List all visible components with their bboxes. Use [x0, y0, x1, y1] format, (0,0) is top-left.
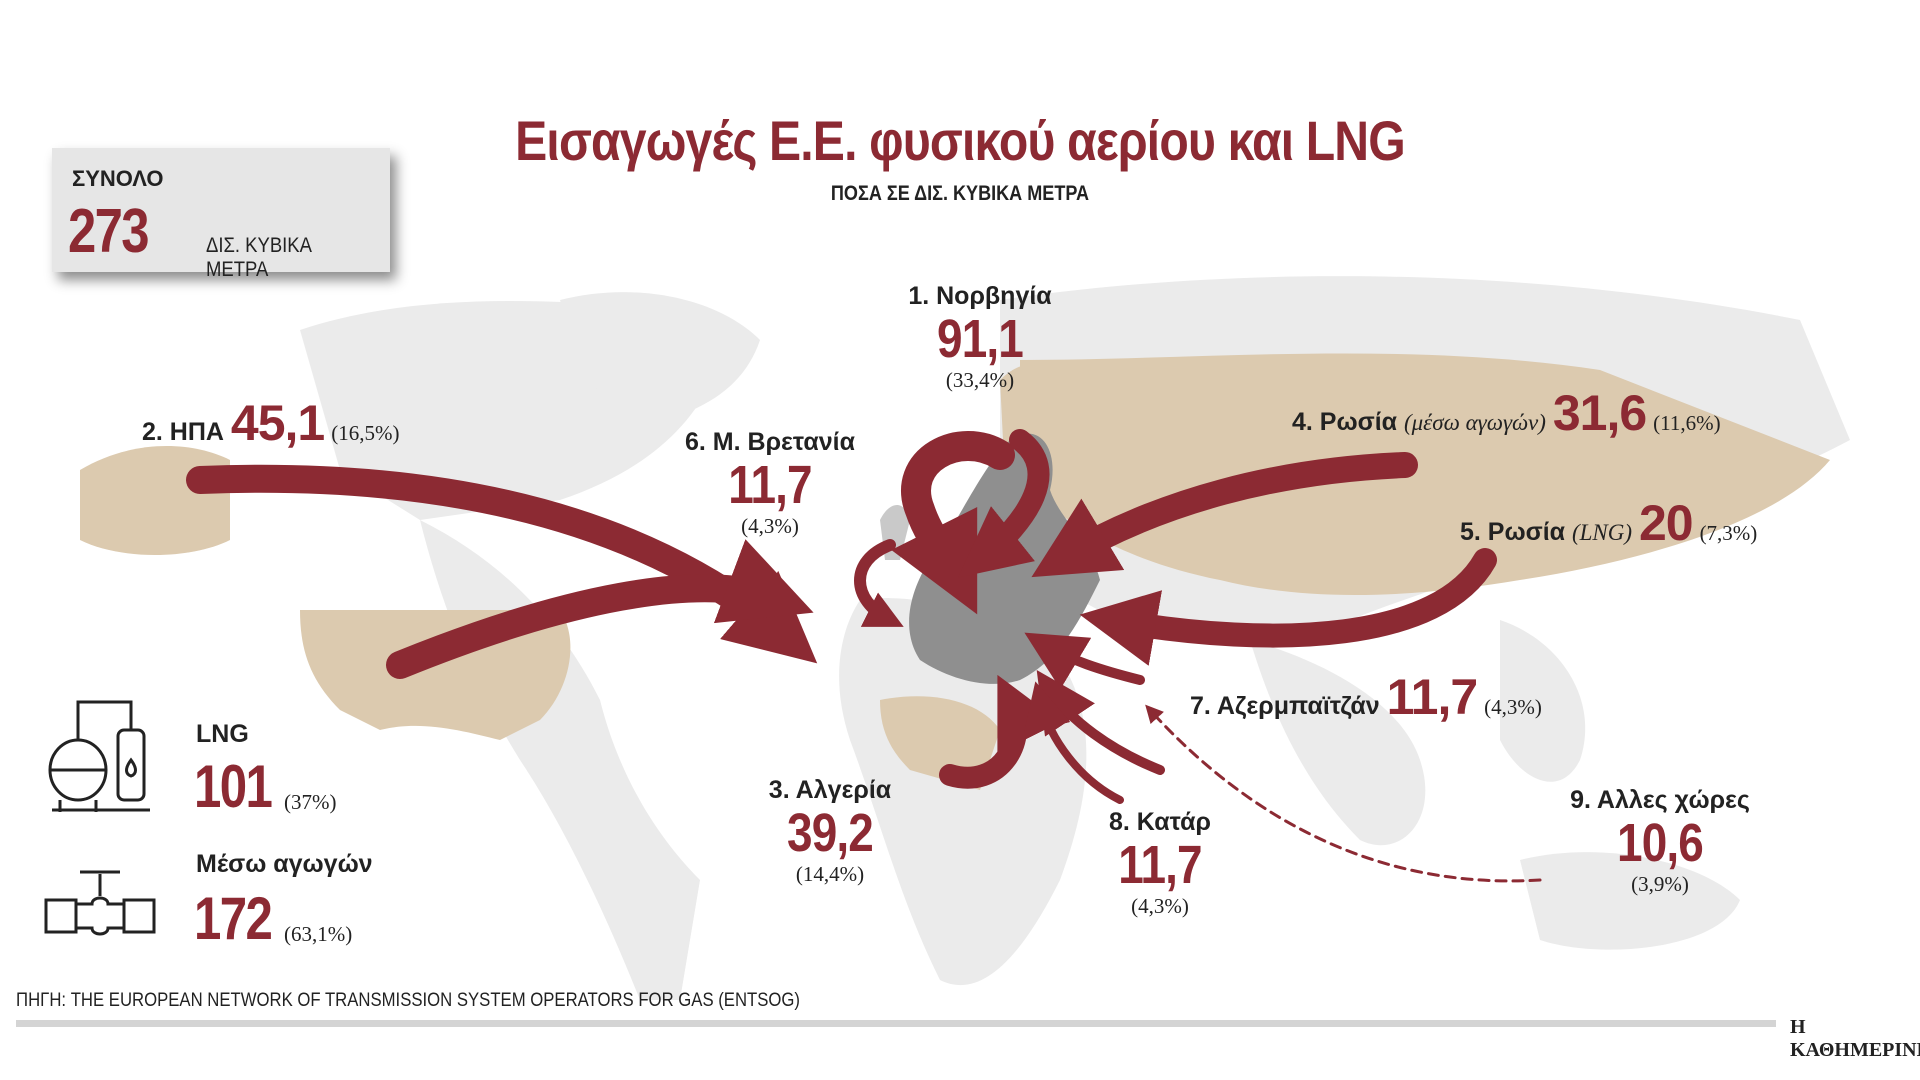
legend-lng-label: LNG: [196, 720, 249, 748]
pipeline-valve-icon: [44, 870, 156, 936]
arrow-russia-lng: [1079, 548, 1497, 666]
label-qatar: 8. Κατάρ 11,7 (4,3%): [1070, 808, 1250, 919]
total-value: 273: [68, 197, 150, 266]
supplier-territory: [80, 353, 1830, 790]
legend-pipeline-label: Μέσω αγωγών: [196, 850, 373, 878]
label-algeria: 3. Αλγερία 39,2 (14,4%): [730, 776, 930, 887]
arrow-usa-lower: [386, 539, 814, 679]
qatar-pct: (4,3%): [1131, 893, 1189, 918]
total-box: ΣΥΝΟΛΟ 273 ΔΙΣ. ΚΥΒΙΚΑ ΜΕΤΡΑ: [52, 148, 390, 281]
algeria-pct: (14,4%): [795, 861, 865, 886]
arrow-others: [1145, 704, 1542, 883]
others-name: 9. Αλλες χώρες: [1570, 786, 1750, 814]
russia-pipe-pct: (11,6%): [1653, 411, 1721, 435]
flow-arrows: [186, 429, 1542, 883]
russia-lng-note: (LNG): [1571, 520, 1633, 545]
page-title: Εισαγωγές Ε.Ε. φυσικού αερίου και LNG: [515, 109, 1406, 172]
usa-territory: [300, 610, 571, 740]
norway-name: 1. Νορβηγία: [908, 282, 1052, 310]
usa-pct: (16,5%): [331, 421, 400, 445]
legend-pipeline-pct: (63,1%): [284, 922, 353, 946]
alaska-territory: [80, 446, 230, 555]
norway-pct: (33,4%): [945, 367, 1015, 392]
legend-pipeline-value: 172: [194, 885, 273, 952]
russia-lng-value: 20: [1638, 495, 1694, 551]
azerbaijan-name: 7. Αζερμπαϊτζάν: [1190, 692, 1380, 720]
legend-lng-pct: (37%): [284, 790, 337, 814]
qatar-name: 8. Κατάρ: [1109, 808, 1211, 836]
algeria-territory: [880, 696, 1000, 790]
footer-divider: [16, 1020, 1776, 1027]
others-pct: (3,9%): [1631, 871, 1689, 896]
total-label: ΣΥΝΟΛΟ: [72, 166, 164, 191]
arrow-norway: [891, 431, 1015, 615]
azerbaijan-value: 11,7: [1386, 669, 1479, 725]
source-note: ΠΗΓΗ: THE EUROPEAN NETWORK OF TRANSMISSI…: [16, 990, 800, 1011]
label-russia-pipe: 4. Ρωσία (μέσω αγωγών) 31,6 (11,6%): [1292, 384, 1721, 442]
arrow-uk: [854, 539, 904, 627]
russia-pipe-value: 31,6: [1552, 385, 1647, 441]
azerbaijan-pct: (4,3%): [1484, 695, 1542, 719]
russia-lng-name: 5. Ρωσία: [1460, 518, 1566, 546]
label-russia-lng: 5. Ρωσία (LNG) 20 (7,3%): [1460, 494, 1757, 552]
russia-pipe-name: 4. Ρωσία: [1292, 408, 1398, 436]
uk-pct: (4,3%): [741, 513, 799, 538]
uk-name: 6. Μ. Βρετανία: [685, 428, 855, 456]
uk-value: 11,7: [728, 455, 812, 515]
russia-lng-pct: (7,3%): [1699, 521, 1758, 545]
usa-value: 45,1: [230, 395, 325, 451]
label-azerbaijan: 7. Αζερμπαϊτζάν 11,7 (4,3%): [1190, 668, 1542, 726]
lng-tank-icon: [48, 700, 150, 812]
arrow-algeria: [939, 674, 1061, 789]
label-others: 9. Αλλες χώρες 10,6 (3,9%): [1540, 786, 1780, 897]
russia-pipe-note: (μέσω αγωγών): [1403, 410, 1546, 435]
legend-lng-value: 101: [194, 753, 273, 820]
qatar-value: 11,7: [1118, 835, 1202, 895]
usa-name: 2. ΗΠΑ: [142, 418, 224, 446]
label-usa: 2. ΗΠΑ 45,1 (16,5%): [142, 394, 399, 452]
label-norway: 1. Νορβηγία 91,1 (33,4%): [880, 282, 1080, 393]
arrow-norway-loop: [958, 429, 1050, 578]
russia-territory: [1020, 353, 1830, 595]
algeria-value: 39,2: [787, 803, 874, 863]
label-uk: 6. Μ. Βρετανία 11,7 (4,3%): [660, 428, 880, 539]
page-subtitle: ΠΟΣΑ ΣΕ ΔΙΣ. ΚΥΒΙΚΑ ΜΕΤΡΑ: [830, 182, 1090, 205]
brand-logo: Η ΚΑΘΗΜΕΡΙΝΗ: [1790, 1016, 1920, 1061]
arrow-qatar-2: [1023, 681, 1124, 804]
others-value: 10,6: [1617, 813, 1704, 873]
total-unit: ΔΙΣ. ΚΥΒΙΚΑ ΜΕΤΡΑ: [206, 234, 311, 281]
arrow-azerbaijan: [1024, 632, 1145, 690]
norway-value: 91,1: [937, 309, 1024, 369]
algeria-name: 3. Αλγερία: [768, 776, 892, 804]
arrow-russia-pipe: [1031, 452, 1418, 578]
